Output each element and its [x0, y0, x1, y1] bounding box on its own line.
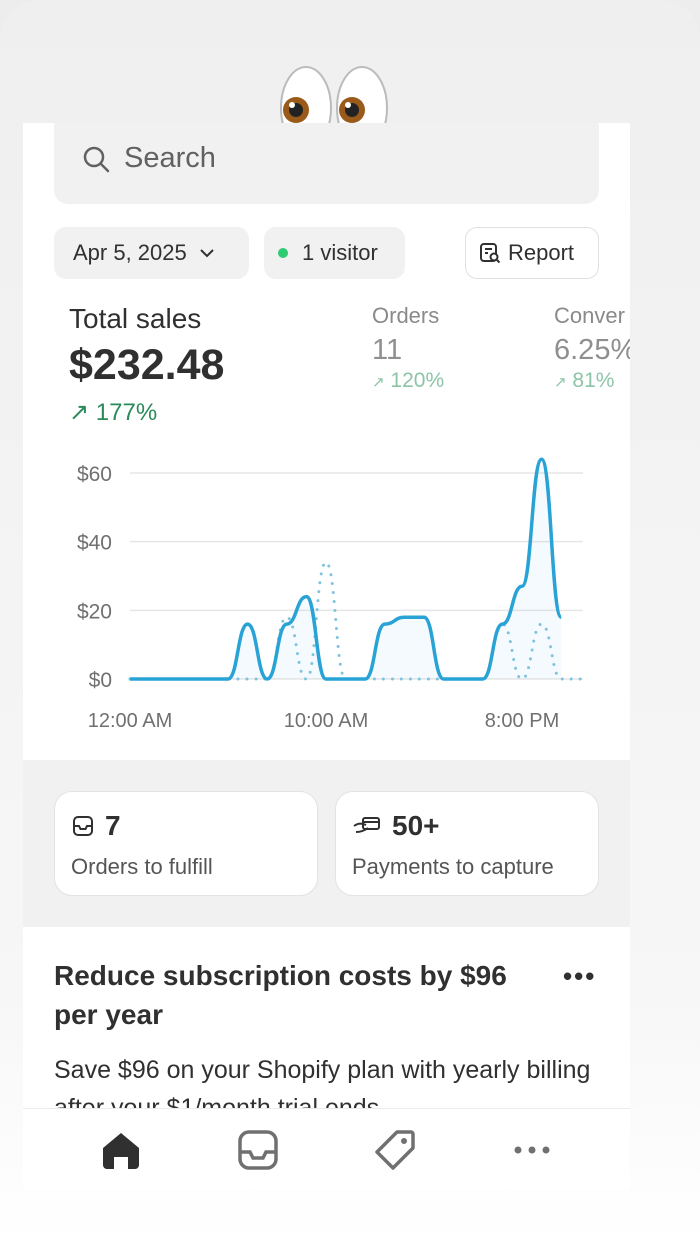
- conversion-label: Conver: [554, 303, 625, 328]
- date-label: Apr 5, 2025: [73, 240, 187, 265]
- search-bar[interactable]: Search: [54, 123, 599, 204]
- card-label: Orders to fulfill: [71, 854, 213, 879]
- date-picker[interactable]: Apr 5, 2025: [54, 227, 249, 279]
- sales-chart: $0 $20 $40 $60 12:00 AM 10:00 AM 8:00 PM: [77, 457, 583, 732]
- total-sales-value: $232.48: [69, 341, 225, 389]
- y-tick-label: $20: [77, 600, 112, 623]
- orders-label: Orders: [372, 303, 440, 328]
- series-area: [130, 459, 562, 679]
- total-sales-change: ↗ 177%: [69, 398, 157, 427]
- y-tick-label: $40: [77, 532, 112, 555]
- card-label: Payments to capture: [352, 854, 554, 879]
- promo-title: Reduce subscription costs by $96 per yea…: [54, 960, 507, 1030]
- card-value: 50+: [392, 810, 440, 841]
- orders-change: ↗ 120%: [372, 369, 444, 393]
- chevron-down-icon: [200, 249, 214, 258]
- bottom-nav: [23, 1108, 630, 1190]
- conversion-change: ↗ 81%: [554, 369, 614, 393]
- report-button[interactable]: Report: [465, 227, 599, 279]
- arrow-up-right-icon: ↗: [372, 374, 385, 391]
- more-options-icon[interactable]: •••: [563, 961, 597, 991]
- payment-hand-icon: [353, 817, 380, 833]
- more-icon[interactable]: [510, 1128, 554, 1172]
- change-value: 81%: [572, 369, 615, 392]
- report-label: Report: [508, 240, 575, 265]
- comparison-series-line: [128, 560, 583, 681]
- search-placeholder: Search: [124, 142, 216, 174]
- live-dot-icon: [278, 248, 288, 258]
- app-screen: Search Apr 5, 2025 1 visitor Report Tota…: [23, 123, 630, 1190]
- x-tick-label: 10:00 AM: [284, 710, 369, 732]
- orders-value: 11: [372, 334, 403, 366]
- search-icon: [83, 146, 110, 172]
- home-icon[interactable]: [99, 1128, 143, 1172]
- change-value: 120%: [390, 369, 445, 392]
- y-tick-label: $0: [89, 669, 112, 692]
- x-tick-label: 12:00 AM: [88, 710, 173, 732]
- report-icon: [480, 243, 501, 264]
- payments-to-capture-card[interactable]: 50+ Payments to capture: [335, 791, 599, 896]
- x-tick-label: 8:00 PM: [485, 710, 559, 732]
- total-sales-label: Total sales: [69, 303, 202, 334]
- inbox-icon: [73, 816, 93, 836]
- products-tag-icon[interactable]: [373, 1128, 417, 1172]
- y-tick-label: $60: [77, 463, 112, 486]
- conversion-value: 6.25%: [554, 334, 630, 366]
- sales-series-line: [130, 457, 563, 681]
- visitors-label: 1 visitor: [302, 240, 378, 265]
- card-value: 7: [105, 810, 121, 841]
- arrow-up-right-icon: ↗: [69, 399, 90, 426]
- arrow-up-right-icon: ↗: [554, 374, 567, 391]
- orders-icon[interactable]: [236, 1128, 280, 1172]
- orders-to-fulfill-card[interactable]: 7 Orders to fulfill: [54, 791, 318, 896]
- live-visitors-badge[interactable]: 1 visitor: [264, 227, 405, 279]
- change-value: 177%: [95, 399, 158, 426]
